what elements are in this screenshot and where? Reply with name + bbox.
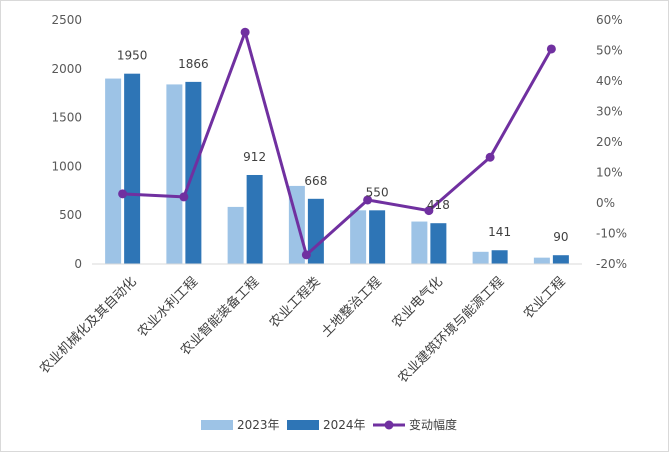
- bars-layer: [105, 73, 569, 265]
- right-axis-tick-label: 50%: [596, 44, 623, 58]
- change-point: [363, 195, 373, 205]
- bar-2024: [369, 210, 386, 264]
- bar-2023: [350, 210, 367, 264]
- legend-swatch: [287, 420, 319, 430]
- left-axis-tick-label: 1500: [51, 111, 82, 125]
- category-label: 农业建筑环境与能源工程: [395, 274, 507, 386]
- right-axis: -20% -10% 0% 10% 20% 30% 40% 50% 60%: [596, 13, 627, 271]
- change-line-layer: [118, 27, 556, 260]
- change-point: [424, 206, 434, 216]
- change-line: [122, 30, 553, 257]
- category-label: 农业机械化及其自动化: [37, 274, 140, 377]
- bar-2024: [430, 223, 447, 264]
- category-label: 农业电气化: [389, 274, 446, 331]
- bar-data-label: 1950: [117, 49, 148, 63]
- bar-data-label: 141: [488, 225, 511, 239]
- bar-2023: [533, 257, 550, 264]
- bar-2024: [307, 198, 324, 264]
- bar-2023: [472, 251, 489, 264]
- left-axis-tick-label: 500: [59, 208, 82, 222]
- change-point: [546, 44, 556, 54]
- category-label: 农业工程类: [267, 274, 324, 331]
- bar-2023: [105, 78, 122, 264]
- bar-2023: [166, 84, 183, 264]
- bar-data-label: 550: [366, 185, 389, 199]
- bar-2024: [124, 73, 141, 265]
- left-axis-tick-label: 1000: [51, 159, 82, 173]
- bar-data-label: 668: [304, 174, 327, 188]
- legend-label: 2024年: [323, 418, 366, 432]
- right-axis-tick-label: -20%: [596, 257, 627, 271]
- right-axis-tick-label: 40%: [596, 74, 623, 88]
- category-label: 农业水利工程: [135, 274, 201, 340]
- legend-label: 2023年: [237, 418, 280, 432]
- bar-2024: [552, 255, 569, 264]
- bar-data-label: 418: [427, 198, 450, 212]
- bar-data-label: 90: [553, 230, 568, 244]
- bar-2023: [411, 221, 428, 264]
- left-axis-tick-label: 0: [74, 257, 82, 271]
- right-axis-tick-label: 60%: [596, 13, 623, 27]
- left-axis-tick-label: 2500: [51, 13, 82, 27]
- right-axis-tick-label: 20%: [596, 135, 623, 149]
- category-label: 农业工程: [521, 274, 568, 321]
- legend: 2023年 2024年 变动幅度: [201, 417, 457, 432]
- bar-2023: [227, 206, 244, 264]
- left-axis-tick-label: 2000: [51, 62, 82, 76]
- right-axis-tick-label: 0%: [596, 196, 615, 210]
- change-point: [179, 192, 189, 202]
- right-axis-tick-label: 10%: [596, 166, 623, 180]
- change-point: [485, 152, 495, 162]
- change-point: [240, 27, 250, 37]
- legend-swatch-marker: [384, 420, 394, 430]
- data-labels-layer: 1950 1866 912 668 550 418 141 90: [117, 49, 569, 245]
- legend-swatch: [201, 420, 233, 430]
- left-axis: 0 500 1000 1500 2000 2500: [51, 13, 582, 271]
- change-point: [118, 189, 128, 199]
- bar-data-label: 1866: [178, 57, 209, 71]
- category-label: 土地整治工程: [319, 274, 385, 340]
- right-axis-tick-label: -10%: [596, 227, 627, 241]
- right-axis-tick-label: 30%: [596, 105, 623, 119]
- bar-data-label: 912: [243, 150, 266, 164]
- change-point: [301, 250, 311, 260]
- bar-2024: [246, 174, 263, 264]
- bar-2024: [491, 250, 508, 264]
- legend-label: 变动幅度: [409, 417, 457, 432]
